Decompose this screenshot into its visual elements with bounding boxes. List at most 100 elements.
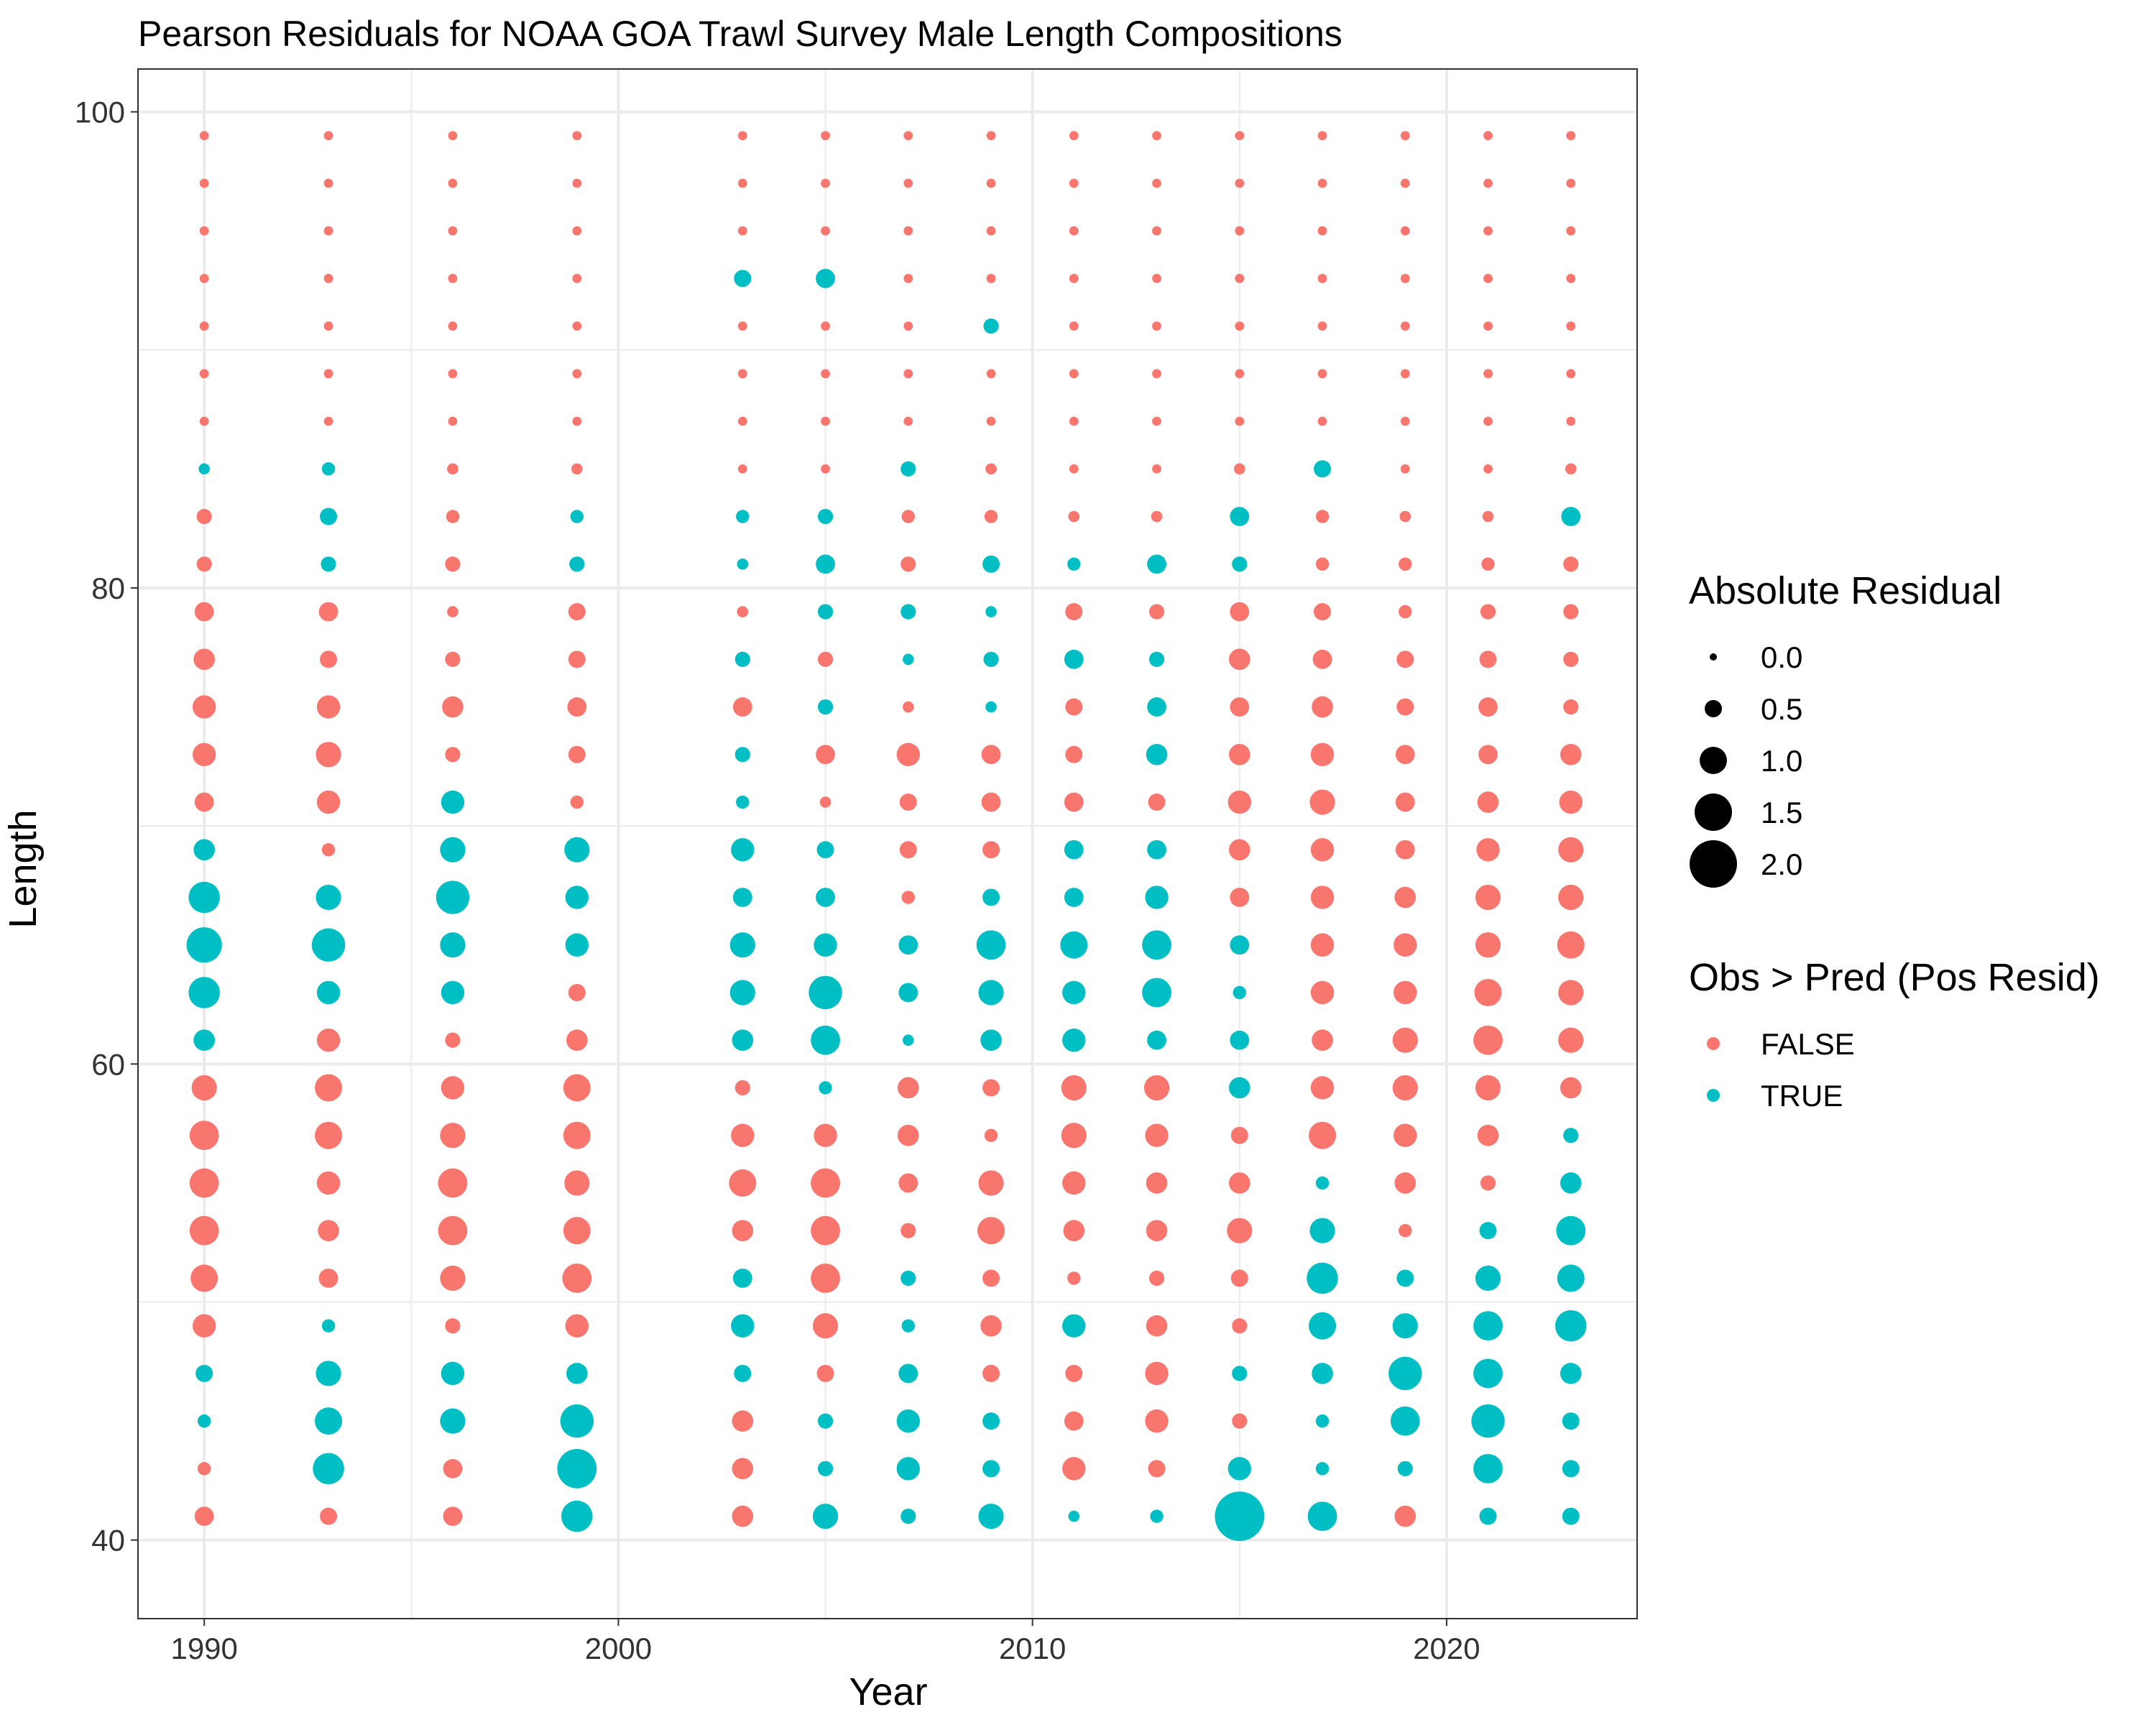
- residual-point: [318, 602, 338, 622]
- residual-point: [1392, 1027, 1418, 1053]
- residual-point: [564, 837, 590, 862]
- residual-point: [811, 1215, 840, 1246]
- residual-point: [731, 838, 755, 862]
- residual-point: [194, 602, 214, 622]
- x-axis-title: Year: [849, 1670, 927, 1714]
- residual-point: [1147, 697, 1166, 717]
- residual-point: [316, 980, 341, 1005]
- residual-point: [732, 888, 752, 907]
- residual-point: [572, 178, 582, 188]
- residual-point: [199, 416, 209, 426]
- residual-point: [984, 510, 998, 523]
- residual-point: [1481, 557, 1495, 571]
- residual-point: [323, 321, 333, 331]
- residual-point: [321, 843, 336, 857]
- residual-point: [189, 1168, 219, 1198]
- size-legend-key: [1690, 840, 1737, 888]
- residual-point: [323, 274, 333, 283]
- residual-point: [199, 321, 209, 331]
- residual-point: [1230, 602, 1250, 622]
- residual-point: [900, 604, 916, 620]
- residual-point: [978, 1170, 1004, 1196]
- residual-point: [1145, 1123, 1169, 1147]
- residual-point: [194, 1506, 214, 1526]
- residual-point: [817, 1413, 834, 1429]
- residual-point: [1235, 131, 1245, 141]
- residual-point: [321, 462, 336, 476]
- residual-point: [1317, 416, 1327, 426]
- residual-point: [1483, 226, 1493, 236]
- residual-point: [199, 178, 209, 188]
- residual-point: [903, 653, 914, 666]
- y-tick-label: 40: [91, 1524, 125, 1558]
- residual-point: [564, 1170, 590, 1196]
- color-legend-key: [1707, 1089, 1720, 1102]
- residual-point: [1230, 1126, 1248, 1144]
- residual-point: [978, 1503, 1004, 1530]
- residual-point: [191, 1075, 217, 1101]
- residual-point: [190, 1264, 218, 1292]
- residual-point: [563, 1217, 591, 1245]
- residual-point: [1312, 649, 1332, 669]
- residual-point: [981, 745, 1001, 765]
- residual-point: [1566, 226, 1576, 236]
- residual-point: [1317, 274, 1327, 283]
- residual-point: [1478, 697, 1498, 717]
- residual-point: [189, 1121, 219, 1151]
- residual-point: [440, 1265, 466, 1292]
- residual-point: [568, 650, 586, 668]
- residual-point: [729, 1169, 757, 1197]
- residual-point: [323, 178, 333, 188]
- residual-point: [1558, 980, 1584, 1006]
- residual-point: [1388, 1356, 1422, 1391]
- residual-point: [1315, 1176, 1330, 1190]
- residual-point: [734, 1080, 750, 1096]
- residual-point: [1563, 556, 1579, 572]
- residual-point: [1400, 416, 1410, 426]
- residual-point: [1067, 1271, 1081, 1285]
- residual-point: [321, 556, 336, 572]
- residual-point: [1565, 463, 1577, 475]
- residual-point: [315, 1121, 343, 1149]
- residual-point: [986, 226, 996, 236]
- residual-point: [816, 745, 835, 765]
- residual-point: [985, 606, 997, 617]
- residual-point: [982, 1079, 1000, 1097]
- residual-point: [1394, 886, 1416, 908]
- residual-point: [1064, 840, 1084, 860]
- residual-point: [448, 178, 458, 188]
- y-axis-title: Length: [1, 809, 45, 928]
- residual-point: [1234, 463, 1245, 475]
- residual-point: [316, 1171, 341, 1195]
- residual-point: [567, 697, 587, 717]
- residual-point: [315, 1407, 343, 1435]
- residual-point: [572, 369, 582, 379]
- residual-point: [1152, 178, 1161, 188]
- residual-point: [1562, 1460, 1580, 1478]
- residual-point: [1483, 321, 1493, 331]
- residual-point: [1478, 745, 1498, 765]
- size-legend-label: 2.0: [1761, 847, 1802, 881]
- residual-point: [311, 928, 346, 962]
- residual-point: [448, 131, 458, 141]
- residual-point: [315, 1361, 341, 1386]
- residual-point: [737, 606, 749, 617]
- color-legend-title: Obs > Pred (Pos Resid): [1689, 956, 2100, 999]
- residual-point: [1142, 978, 1171, 1008]
- residual-point: [1068, 1510, 1080, 1522]
- residual-point: [313, 1453, 344, 1485]
- residual-point: [819, 1081, 832, 1095]
- color-legend-label: FALSE: [1761, 1027, 1855, 1061]
- color-legend-label: TRUE: [1761, 1079, 1843, 1113]
- residual-point: [1062, 1457, 1086, 1481]
- residual-point: [1147, 840, 1166, 860]
- residual-point: [197, 1462, 211, 1476]
- residual-point: [812, 1503, 839, 1530]
- residual-point: [1069, 369, 1079, 379]
- residual-point: [982, 841, 1000, 859]
- residual-point: [1152, 416, 1161, 426]
- residual-point: [1480, 1175, 1496, 1191]
- residual-point: [896, 1457, 921, 1481]
- residual-point: [731, 1123, 755, 1147]
- residual-point: [441, 1361, 465, 1386]
